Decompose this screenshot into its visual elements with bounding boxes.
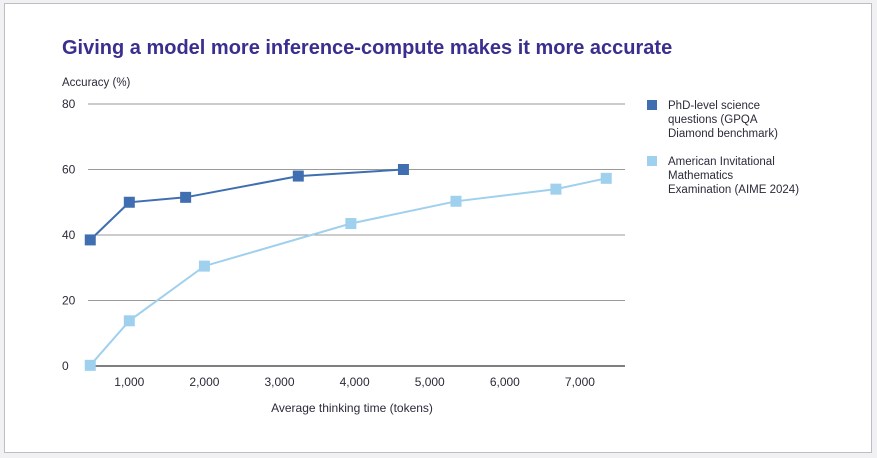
y-tick-label-0: 0 [62,359,69,373]
y-tick-label-60: 60 [62,163,76,177]
x-tick-label-1000: 1,000 [114,375,144,389]
data-point-s1-2 [123,196,135,208]
y-tick-label-40: 40 [62,228,76,242]
series-line-1 [89,168,404,241]
y-tick-label-20: 20 [62,294,76,308]
x-tick-label-4000: 4,000 [340,375,370,389]
data-point-s2-2 [123,315,135,327]
chart-title: Giving a model more inference-compute ma… [62,37,672,59]
legend-label-line: American Invitational [668,156,775,168]
data-point-s2-3 [198,260,210,272]
legend-swatch-1 [647,100,657,110]
data-point-s1-1 [84,234,96,246]
legend-label-1: PhD-level science questions (GPQA Diamond … [668,100,778,140]
y-axis-label: Accuracy (%) [62,77,131,89]
x-tick-label-6000: 6,000 [490,375,520,389]
data-point-s2-6 [550,183,562,195]
x-axis-label: Average thinking time (tokens) [271,401,433,415]
x-tick-label-3000: 3,000 [265,375,295,389]
legend-label-line: Diamond benchmark) [668,128,778,140]
x-tick-label-7000: 7,000 [565,375,595,389]
legend-label-2: American Invitational Mathematics Examinat… [668,156,799,196]
legend-label-line: questions (GPQA [668,114,758,126]
data-point-s2-7 [600,172,612,184]
data-point-s1-5 [397,164,409,175]
x-tick-label-2000: 2,000 [189,375,219,389]
legend-label-line: Examination (AIME 2024) [668,184,799,196]
legend-label-line: PhD-level science [668,100,760,112]
series-line-2 [89,177,607,366]
data-point-s2-1 [84,359,96,371]
data-point-s2-4 [345,218,357,230]
legend-label-line: Mathematics [668,170,733,182]
data-point-s1-4 [292,170,304,182]
y-tick-label-80: 80 [62,97,76,111]
x-tick-label-5000: 5,000 [415,375,445,389]
data-point-s1-3 [180,191,192,203]
data-point-s2-5 [450,195,462,207]
legend-swatch-2 [647,156,657,166]
chart-card [4,3,872,453]
